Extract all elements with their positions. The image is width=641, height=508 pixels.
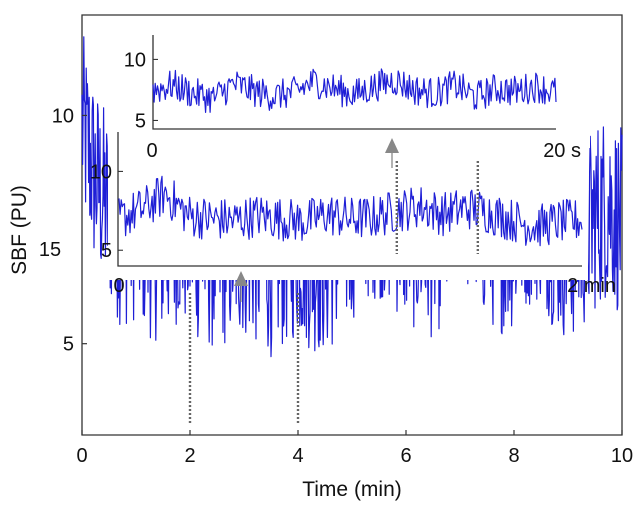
- y-tick-label: 10: [52, 105, 74, 127]
- x-tick-label: 4: [292, 445, 303, 467]
- inset-20s-plot: 5 10 0 20 s: [120, 28, 590, 162]
- inset-20s-y-tick-label: 10: [124, 49, 146, 71]
- inset-20s-axes: [152, 35, 556, 130]
- x-axis-label: Time (min): [302, 478, 402, 501]
- zoom-arrow-inset: [385, 138, 399, 168]
- inset-2min-x-end-label: 2 min: [567, 275, 616, 297]
- inset-2min-trace: [118, 175, 583, 247]
- inset-2min-y-tick-label: 10: [90, 161, 112, 183]
- zoom-arrow-main: [234, 271, 248, 302]
- inset-2min-x-start-label: 0: [113, 275, 124, 297]
- inset-20s-y-tick-label: 5: [135, 110, 146, 132]
- x-tick-label: 8: [508, 445, 519, 467]
- inset-2min-axes: [117, 132, 582, 267]
- inset-2min-y-tick-label: 5: [101, 240, 112, 262]
- x-tick-label: 10: [611, 445, 633, 467]
- x-tick-label: 2: [184, 445, 195, 467]
- inset-2min-plot: 5 10 15 0 2 min: [39, 130, 616, 297]
- inset-20s-trace: [152, 68, 557, 113]
- inset-20s-x-end-label: 20 s: [543, 140, 581, 162]
- y-axis-label: SBF (PU): [8, 185, 31, 275]
- x-tick-label: 6: [400, 445, 411, 467]
- inset-2min-y-tick-label: 15: [39, 239, 61, 261]
- inset-20s-x-start-label: 0: [146, 140, 157, 162]
- x-tick-label: 0: [76, 445, 87, 467]
- y-tick-label: 5: [63, 334, 74, 356]
